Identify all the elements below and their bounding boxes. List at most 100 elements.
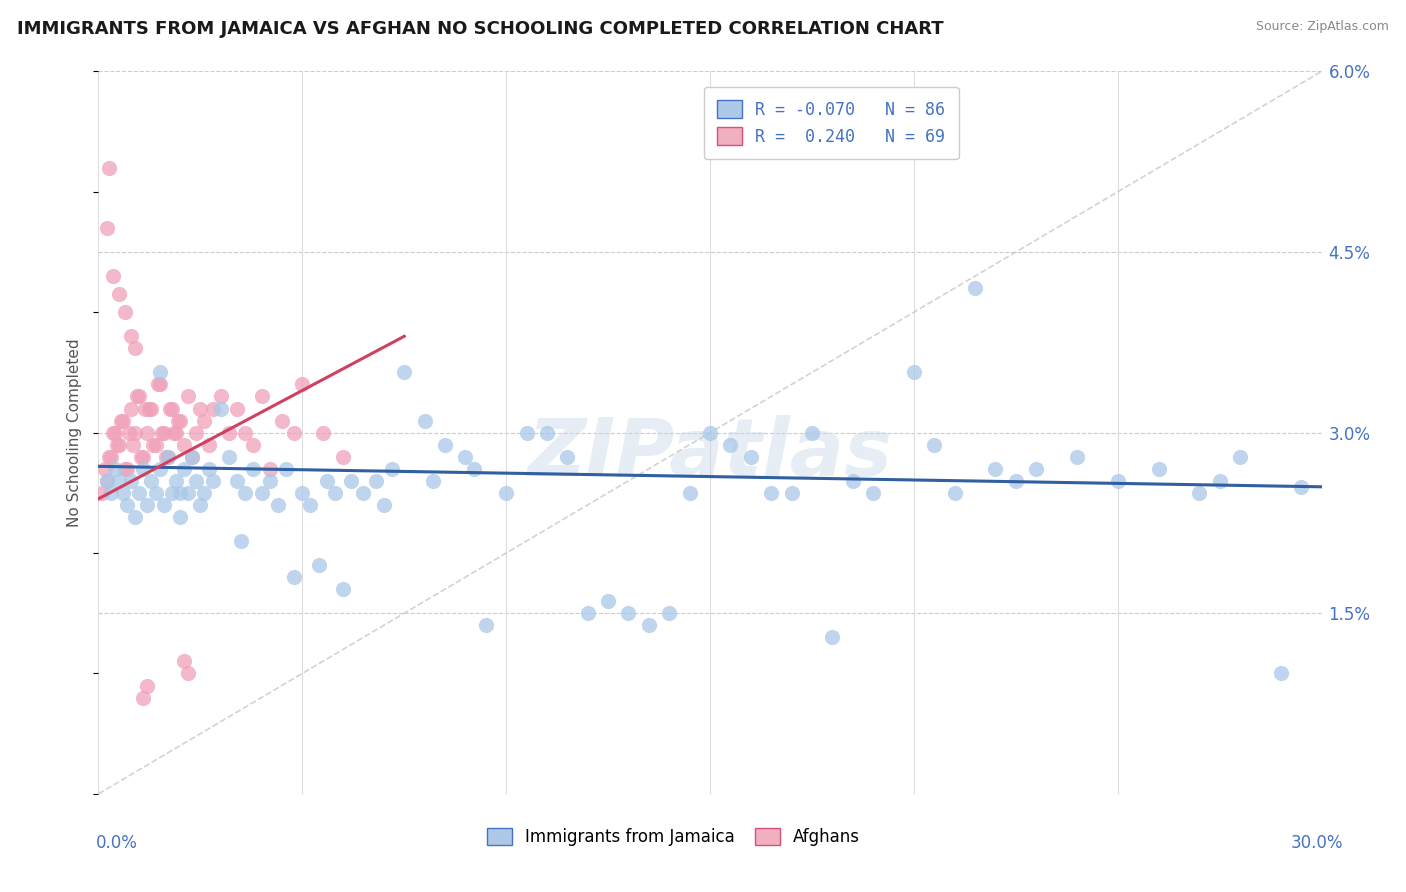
Point xyxy=(454,450,477,464)
Text: 30.0%: 30.0% xyxy=(1291,834,1343,852)
Point xyxy=(740,450,762,464)
Legend: Immigrants from Jamaica, Afghans: Immigrants from Jamaica, Afghans xyxy=(478,820,869,855)
Point xyxy=(93,462,115,476)
Point xyxy=(124,510,146,524)
Point xyxy=(332,450,354,464)
Point xyxy=(122,438,145,452)
Point xyxy=(218,450,240,464)
Point xyxy=(145,438,167,452)
Point xyxy=(108,287,131,301)
Point xyxy=(841,474,863,488)
Point xyxy=(101,425,124,440)
Point xyxy=(536,425,558,440)
Point xyxy=(903,366,925,380)
Point xyxy=(156,450,179,464)
Point xyxy=(699,425,721,440)
Point xyxy=(188,401,212,416)
Point xyxy=(104,462,127,476)
Point xyxy=(576,607,599,621)
Point xyxy=(165,425,187,440)
Point xyxy=(1107,474,1129,488)
Point xyxy=(115,498,138,512)
Point xyxy=(718,438,742,452)
Point xyxy=(186,474,208,488)
Point xyxy=(114,462,136,476)
Point xyxy=(111,414,134,428)
Point xyxy=(1004,474,1026,488)
Point xyxy=(132,450,155,464)
Point xyxy=(759,485,782,500)
Point xyxy=(128,485,150,500)
Point xyxy=(637,618,661,632)
Point xyxy=(226,401,249,416)
Point xyxy=(474,618,498,632)
Point xyxy=(801,425,824,440)
Point xyxy=(267,498,290,512)
Point xyxy=(226,474,249,488)
Point xyxy=(1270,666,1292,681)
Point xyxy=(97,450,120,464)
Point xyxy=(167,414,190,428)
Point xyxy=(617,607,640,621)
Point xyxy=(495,485,517,500)
Point xyxy=(188,498,212,512)
Point xyxy=(124,425,146,440)
Point xyxy=(250,485,273,500)
Text: Source: ZipAtlas.com: Source: ZipAtlas.com xyxy=(1256,20,1389,33)
Point xyxy=(165,474,187,488)
Point xyxy=(149,366,172,380)
Point xyxy=(209,401,232,416)
Point xyxy=(177,390,200,404)
Point xyxy=(291,485,314,500)
Point xyxy=(943,485,966,500)
Point xyxy=(308,558,330,573)
Point xyxy=(862,485,884,500)
Point xyxy=(149,377,172,392)
Point xyxy=(173,655,195,669)
Point xyxy=(1229,450,1251,464)
Point xyxy=(780,485,803,500)
Point xyxy=(233,425,256,440)
Point xyxy=(146,377,169,392)
Point xyxy=(136,678,159,692)
Point xyxy=(283,570,305,584)
Point xyxy=(463,462,485,476)
Point xyxy=(821,630,844,644)
Point xyxy=(392,366,416,380)
Point xyxy=(120,329,142,343)
Text: ZIPatlas: ZIPatlas xyxy=(527,416,893,493)
Point xyxy=(177,666,200,681)
Point xyxy=(141,474,163,488)
Point xyxy=(186,425,208,440)
Point xyxy=(100,485,122,500)
Point xyxy=(134,401,156,416)
Point xyxy=(274,462,297,476)
Point xyxy=(132,462,155,476)
Point xyxy=(381,462,404,476)
Point xyxy=(516,425,538,440)
Point xyxy=(160,401,183,416)
Text: 0.0%: 0.0% xyxy=(96,834,138,852)
Point xyxy=(201,401,224,416)
Point xyxy=(152,498,174,512)
Point xyxy=(201,474,224,488)
Point xyxy=(177,485,200,500)
Point xyxy=(145,485,167,500)
Point xyxy=(1208,474,1232,488)
Point xyxy=(218,425,240,440)
Point xyxy=(1066,450,1088,464)
Point xyxy=(1147,462,1170,476)
Point xyxy=(110,414,132,428)
Point xyxy=(127,390,149,404)
Point xyxy=(149,462,172,476)
Point xyxy=(193,485,215,500)
Text: IMMIGRANTS FROM JAMAICA VS AFGHAN NO SCHOOLING COMPLETED CORRELATION CHART: IMMIGRANTS FROM JAMAICA VS AFGHAN NO SCH… xyxy=(17,20,943,37)
Point xyxy=(173,438,195,452)
Point xyxy=(233,485,256,500)
Point xyxy=(91,485,114,500)
Point xyxy=(373,498,395,512)
Point xyxy=(104,425,127,440)
Point xyxy=(984,462,1007,476)
Point xyxy=(124,342,146,356)
Point xyxy=(291,377,314,392)
